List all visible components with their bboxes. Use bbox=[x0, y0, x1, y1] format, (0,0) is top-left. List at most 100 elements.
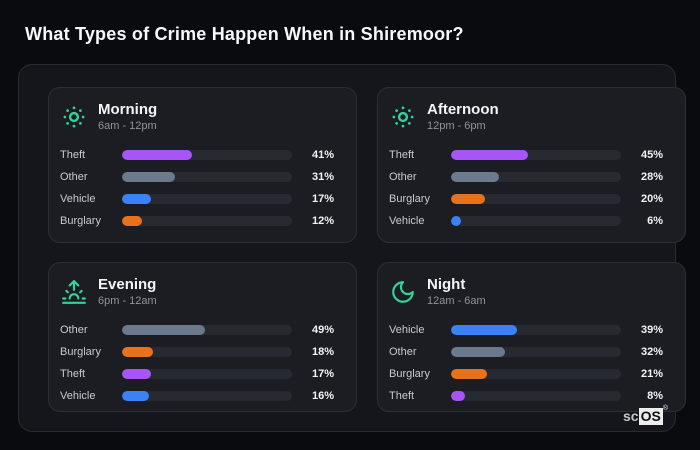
bar-track bbox=[122, 369, 292, 380]
category-label: Other bbox=[60, 324, 88, 337]
bar-fill bbox=[451, 325, 518, 336]
percent-value: 39% bbox=[640, 324, 663, 337]
chart-row: Other 49% bbox=[60, 319, 334, 341]
chart-row: Burglary 21% bbox=[389, 363, 663, 385]
bar-fill bbox=[122, 369, 151, 380]
panel-evening: Evening 6pm - 12am Other 49% Burglary 18… bbox=[48, 262, 357, 412]
percent-value: 32% bbox=[640, 346, 663, 359]
panel-header-text: Afternoon 12pm - 6pm bbox=[427, 101, 499, 132]
bar-fill bbox=[122, 150, 192, 161]
bar-track bbox=[122, 172, 292, 183]
percent-value: 8% bbox=[647, 390, 663, 403]
bar-track bbox=[451, 172, 621, 183]
panel-header-text: Evening 6pm - 12am bbox=[98, 276, 157, 307]
category-label: Other bbox=[389, 171, 417, 184]
category-label: Burglary bbox=[389, 193, 430, 206]
bar-track bbox=[451, 369, 621, 380]
category-label: Other bbox=[60, 171, 88, 184]
sunrise-icon bbox=[60, 278, 88, 306]
bar-track bbox=[451, 347, 621, 358]
bar-track bbox=[122, 325, 292, 336]
bar-fill bbox=[122, 194, 151, 205]
bar-track bbox=[122, 347, 292, 358]
percent-value: 45% bbox=[640, 149, 663, 162]
panel-time-range: 12pm - 6pm bbox=[427, 120, 486, 133]
sun-icon bbox=[389, 103, 417, 131]
category-label: Theft bbox=[389, 390, 415, 403]
bar-chart: Theft 45% Other 28% Burglary 20% Vehicle… bbox=[389, 144, 663, 232]
percent-value: 28% bbox=[640, 171, 663, 184]
chart-row: Vehicle 6% bbox=[389, 210, 663, 232]
panel-afternoon: Afternoon 12pm - 6pm Theft 45% Other 28%… bbox=[377, 87, 686, 243]
panel-title: Evening bbox=[98, 276, 157, 293]
bar-track bbox=[451, 391, 621, 402]
bar-fill bbox=[122, 325, 206, 336]
brand-watermark: sc OS ® bbox=[623, 405, 668, 426]
bar-fill bbox=[122, 347, 153, 358]
chart-row: Vehicle 16% bbox=[60, 385, 334, 407]
panel-time-range: 6am - 12pm bbox=[98, 120, 157, 133]
bar-fill bbox=[451, 391, 465, 402]
panel-header-text: Night 12am - 6am bbox=[427, 276, 486, 307]
bar-track bbox=[451, 216, 621, 227]
bar-fill bbox=[451, 347, 506, 358]
bar-track bbox=[122, 391, 292, 402]
panel-header: Evening 6pm - 12am bbox=[60, 276, 334, 307]
chart-row: Theft 41% bbox=[60, 144, 334, 166]
bar-fill bbox=[451, 216, 462, 227]
percent-value: 49% bbox=[311, 324, 334, 337]
bar-track bbox=[122, 150, 292, 161]
panel-title: Morning bbox=[98, 101, 158, 118]
bar-chart: Theft 41% Other 31% Vehicle 17% Burglary… bbox=[60, 144, 334, 232]
category-label: Other bbox=[389, 346, 417, 359]
percent-value: 21% bbox=[640, 368, 663, 381]
chart-row: Burglary 12% bbox=[60, 210, 334, 232]
chart-row: Vehicle 17% bbox=[60, 188, 334, 210]
sun-icon bbox=[60, 103, 88, 131]
panel-night: Night 12am - 6am Vehicle 39% Other 32% B… bbox=[377, 262, 686, 412]
bar-fill bbox=[122, 172, 175, 183]
bar-fill bbox=[451, 194, 485, 205]
panel-header-text: Morning 6am - 12pm bbox=[98, 101, 157, 132]
category-label: Burglary bbox=[60, 346, 101, 359]
chart-row: Theft 45% bbox=[389, 144, 663, 166]
category-label: Theft bbox=[60, 149, 86, 162]
panel-time-range: 6pm - 12am bbox=[98, 295, 157, 308]
chart-row: Burglary 20% bbox=[389, 188, 663, 210]
bar-chart: Vehicle 39% Other 32% Burglary 21% Theft… bbox=[389, 319, 663, 407]
chart-row: Theft 17% bbox=[60, 363, 334, 385]
category-label: Burglary bbox=[60, 215, 101, 228]
bar-chart: Other 49% Burglary 18% Theft 17% Vehicle… bbox=[60, 319, 334, 407]
category-label: Theft bbox=[60, 368, 86, 381]
bar-track bbox=[451, 150, 621, 161]
category-label: Burglary bbox=[389, 368, 430, 381]
panel-morning: Morning 6am - 12pm Theft 41% Other 31% V… bbox=[48, 87, 357, 243]
category-label: Vehicle bbox=[389, 324, 425, 337]
chart-row: Other 32% bbox=[389, 341, 663, 363]
percent-value: 6% bbox=[647, 215, 663, 228]
brand-watermark-suffix: OS bbox=[638, 408, 663, 425]
panel-header: Night 12am - 6am bbox=[389, 276, 663, 307]
panel-header: Afternoon 12pm - 6pm bbox=[389, 101, 663, 132]
chart-row: Other 28% bbox=[389, 166, 663, 188]
bar-fill bbox=[451, 150, 528, 161]
bar-track bbox=[122, 216, 292, 227]
page-title: What Types of Crime Happen When in Shire… bbox=[25, 24, 464, 44]
percent-value: 16% bbox=[311, 390, 334, 403]
percent-value: 12% bbox=[311, 215, 334, 228]
bar-fill bbox=[122, 391, 150, 402]
panel-time-range: 12am - 6am bbox=[427, 295, 486, 308]
panels-grid: Morning 6am - 12pm Theft 41% Other 31% V… bbox=[48, 87, 686, 412]
percent-value: 17% bbox=[311, 193, 334, 206]
percent-value: 41% bbox=[311, 149, 334, 162]
bar-track bbox=[451, 325, 621, 336]
panel-header: Morning 6am - 12pm bbox=[60, 101, 334, 132]
panel-title: Night bbox=[427, 276, 466, 293]
brand-watermark-prefix: sc bbox=[623, 408, 639, 424]
chart-row: Other 31% bbox=[60, 166, 334, 188]
bar-track bbox=[122, 194, 292, 205]
chart-row: Burglary 18% bbox=[60, 341, 334, 363]
bar-fill bbox=[122, 216, 143, 227]
category-label: Vehicle bbox=[60, 390, 96, 403]
